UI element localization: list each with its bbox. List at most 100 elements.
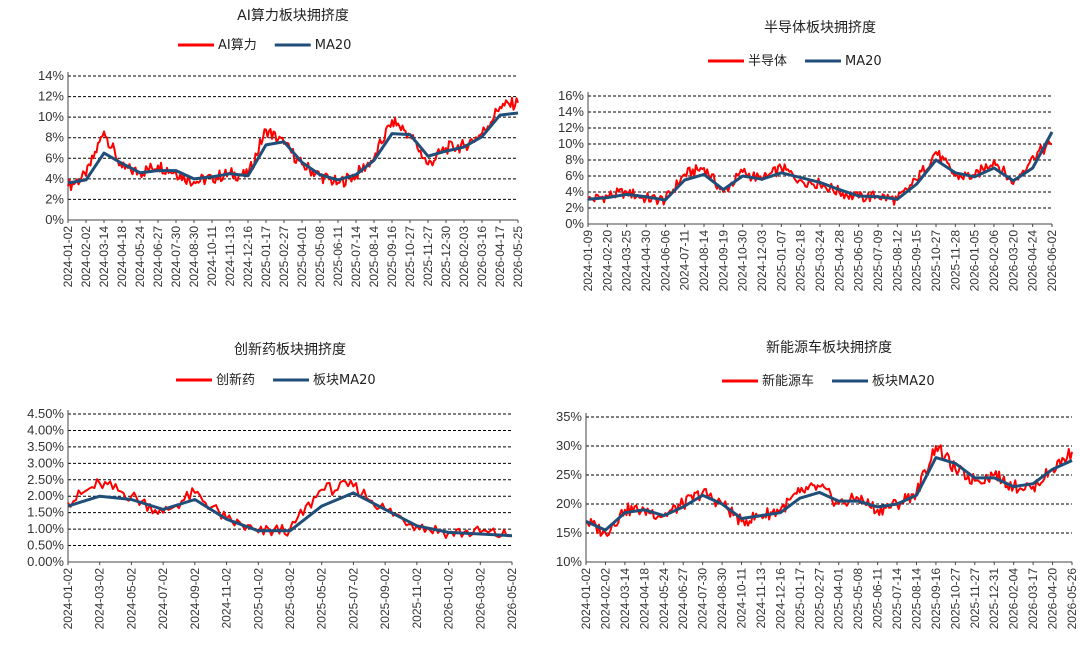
chart-ai-compute: AI算力板块拥挤度 AI算力 MA20 0% 2% 4% 6% 8% 10% 12% 14% 2024…: [38, 8, 525, 288]
x-tick-label: 2025-02-27: [277, 226, 291, 288]
x-tick-label: 2024-07-30: [696, 568, 710, 630]
x-tick-label: 2026-01-05: [968, 230, 982, 292]
y-tick-label: 2%: [45, 191, 64, 206]
chart-panel-ai: AI算力板块拥挤度 AI算力 MA20 0% 2% 4% 6% 8% 10% 12% 14% 2024…: [0, 0, 540, 332]
y-tick-label: 35%: [556, 409, 582, 424]
x-tick-label: 2025-05-08: [313, 226, 327, 288]
y-tick-label: 30%: [556, 438, 582, 453]
x-tick-label: 2025-06-05: [852, 230, 866, 292]
x-tick-label: 2025-08-14: [367, 226, 381, 288]
y-tick-label: 0%: [565, 216, 584, 231]
x-tick-label: 2024-04-18: [115, 226, 129, 288]
x-tick-label: 2024-05-24: [657, 568, 671, 630]
x-tick-label: 2025-11-27: [968, 568, 982, 629]
x-tick-label: 2025-10-27: [403, 226, 417, 288]
x-tick-label: 2024-10-30: [736, 230, 750, 292]
x-tick-label: 2024-12-16: [241, 226, 255, 288]
x-tick-label: 2024-07-11: [678, 230, 692, 291]
x-tick-label: 2024-10-11: [735, 568, 749, 629]
y-tick-label: 16%: [558, 88, 584, 103]
x-tick-label: 2024-08-30: [187, 226, 201, 288]
legend-label-ma: MA20: [315, 38, 352, 53]
legend-label-ma: MA20: [845, 54, 882, 69]
series-line-raw: [67, 96, 519, 192]
x-tick-label: 2024-01-02: [61, 568, 75, 630]
x-tick-label: 2024-03-02: [93, 568, 107, 630]
legend-label-ma: 板块MA20: [872, 374, 935, 389]
x-tick-label: 2025-01-02: [251, 568, 265, 630]
y-tick-label: 12%: [558, 120, 584, 135]
series-line-ma20: [585, 456, 1073, 532]
chart-title: 新能源车板块拥挤度: [766, 339, 892, 356]
x-tick-label: 2025-09-02: [378, 568, 392, 630]
x-tick-label: 2024-04-18: [637, 568, 651, 630]
x-tick-label: 2025-04-28: [832, 230, 846, 292]
y-tick-label: 6%: [45, 150, 64, 165]
y-tick-label: 2%: [565, 200, 584, 215]
chart-title: 半导体板块拥挤度: [764, 20, 876, 36]
x-tick-label: 2025-05-08: [851, 568, 865, 630]
x-tick-label: 2025-05-02: [315, 568, 329, 630]
x-tick-label: 2025-02-18: [794, 230, 808, 292]
x-tick-label: 2026-03-20: [1006, 230, 1020, 292]
x-tick-label: 2026-04-24: [1026, 230, 1040, 292]
x-tick-label: 2026-04-20: [1046, 568, 1060, 630]
y-tick-label: 25%: [556, 467, 582, 482]
x-tick-label: 2024-12-03: [755, 230, 769, 292]
chart-panel-innovative-drugs: 创新药板块拥挤度 创新药 板块MA20 0.00% 0.50% 1.00% 1.50% 2.0…: [0, 332, 540, 663]
series-line-ma20: [67, 111, 519, 185]
x-tick-label: 2024-12-16: [773, 568, 787, 630]
x-tick-label: 2024-08-30: [715, 568, 729, 630]
x-tick-label: 2025-01-17: [259, 226, 273, 288]
x-tick-label: 2024-01-02: [61, 226, 75, 288]
y-tick-label: 3.50%: [27, 439, 64, 454]
x-tick-label: 2024-01-09: [581, 230, 595, 292]
x-tick-label: 2026-02-04: [1007, 568, 1021, 630]
x-tick-label: 2024-02-20: [600, 230, 614, 292]
x-tick-label: 2025-07-02: [346, 568, 360, 630]
y-tick-label: 10%: [556, 554, 582, 569]
x-tick-label: 2024-03-14: [618, 568, 632, 630]
x-tick-label: 2025-07-09: [871, 230, 885, 292]
x-tick-label: 2025-04-01: [832, 568, 846, 630]
x-tick-label: 2026-06-02: [1045, 230, 1059, 292]
y-tick-label: 1.00%: [27, 521, 64, 536]
series-line-ma20: [67, 491, 513, 538]
x-tick-label: 2025-01-17: [793, 568, 807, 630]
x-tick-label: 2025-01-07: [774, 230, 788, 292]
x-tick-label: 2026-05-26: [1065, 568, 1079, 630]
y-tick-label: 6%: [565, 168, 584, 183]
y-tick-label: 4%: [565, 184, 584, 199]
chart-title: AI算力板块拥挤度: [237, 8, 349, 24]
x-tick-label: 2025-11-27: [421, 226, 435, 287]
x-tick-label: 2024-09-19: [716, 230, 730, 292]
legend-label-raw: AI算力: [218, 38, 257, 53]
x-tick-label: 2024-05-24: [133, 226, 147, 288]
y-tick-label: 20%: [556, 496, 582, 511]
chart-title: 创新药板块拥挤度: [234, 342, 346, 358]
x-tick-label: 2025-07-14: [890, 568, 904, 630]
y-tick-label: 2.50%: [27, 472, 64, 487]
x-tick-label: 2025-06-11: [871, 568, 885, 629]
chart-legend: 创新药 板块MA20: [176, 372, 376, 388]
x-tick-label: 2025-07-14: [349, 226, 363, 288]
chart-legend: AI算力 MA20: [178, 38, 351, 53]
x-tick-label: 2026-02-03: [457, 226, 471, 288]
x-tick-label: 2026-05-02: [505, 568, 519, 630]
x-tick-label: 2024-11-13: [754, 568, 768, 629]
x-tick-label: 2024-09-02: [188, 568, 202, 630]
x-tick-label: 2024-07-30: [169, 226, 183, 288]
x-tick-label: 2025-09-15: [910, 230, 924, 292]
y-tick-label: 2.00%: [27, 488, 64, 503]
y-tick-label: 14%: [38, 68, 64, 83]
y-tick-label: 4%: [45, 171, 64, 186]
x-tick-label: 2024-08-14: [697, 230, 711, 292]
x-tick-label: 2024-02-02: [79, 226, 93, 288]
x-tick-label: 2024-11-02: [220, 568, 234, 629]
x-tick-label: 2025-04-01: [295, 226, 309, 288]
x-tick-label: 2025-08-12: [890, 230, 904, 292]
y-tick-label: 10%: [38, 109, 64, 124]
x-tick-label: 2025-03-24: [813, 230, 827, 292]
series-line-raw: [585, 444, 1073, 537]
x-tick-label: 2024-10-11: [205, 226, 219, 287]
